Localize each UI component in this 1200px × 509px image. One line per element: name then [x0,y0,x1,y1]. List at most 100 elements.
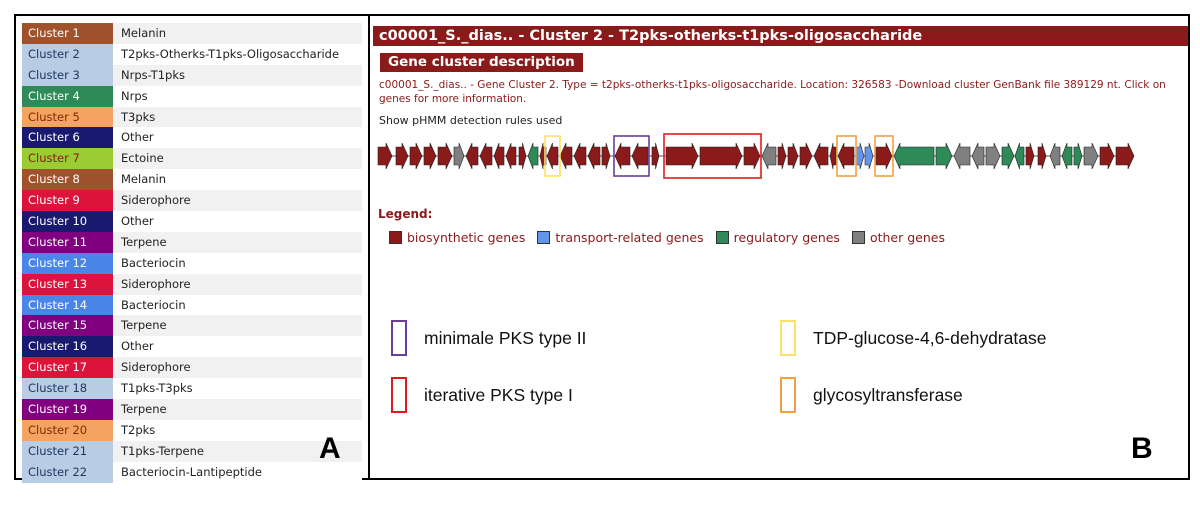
gene-arrow[interactable] [971,142,985,170]
gene-arrow[interactable] [1014,142,1025,170]
gene-arrow[interactable] [837,142,855,170]
gene-arrow[interactable] [377,142,393,170]
cluster-row[interactable]: Cluster 10 Other [22,211,362,232]
cluster-row[interactable]: Cluster 9 Siderophore [22,190,362,212]
phmm-rules-link[interactable]: Show pHMM detection rules used [379,114,563,127]
gene-arrow[interactable] [893,142,935,170]
cluster-badge[interactable]: Cluster 21 [22,440,113,462]
gene-arrow[interactable] [699,142,743,170]
gene-arrow[interactable] [1025,142,1035,170]
gene-arrow[interactable] [665,142,699,170]
gene-arrow[interactable] [559,142,573,170]
cluster-badge[interactable]: Cluster 15 [22,315,113,337]
gene-arrow[interactable] [985,142,1001,170]
gene-arrow[interactable] [1115,142,1135,170]
gene-cluster-map [377,133,1135,179]
gene-arrow[interactable] [453,142,465,170]
cluster-row[interactable]: Cluster 12 Bacteriocin [22,252,362,274]
gene-arrow[interactable] [493,142,505,170]
gene-arrow[interactable] [479,142,493,170]
cluster-badge[interactable]: Cluster 8 [22,169,113,191]
cluster-row[interactable]: Cluster 2 T2pks-Otherks-T1pks-Oligosaccha… [22,43,362,65]
cluster-row[interactable]: Cluster 22 Bacteriocin-Lantipeptide [22,461,362,483]
gene-arrow[interactable] [777,142,787,170]
gene-arrow[interactable] [1073,142,1083,170]
gene-arrow[interactable] [953,142,971,170]
cluster-badge[interactable]: Cluster 1 [22,23,113,44]
cluster-row[interactable]: Cluster 1 Melanin [22,23,362,44]
cluster-badge[interactable]: Cluster 11 [22,231,113,253]
cluster-badge[interactable]: Cluster 20 [22,419,113,441]
cluster-badge[interactable]: Cluster 19 [22,399,113,420]
gene-arrow[interactable] [829,142,837,170]
gene-arrow[interactable] [573,142,587,170]
cluster-badge[interactable]: Cluster 9 [22,190,113,212]
cluster-row[interactable]: Cluster 6 Other [22,127,362,149]
cluster-row[interactable]: Cluster 20 T2pks [22,419,362,441]
cluster-row[interactable]: Cluster 11 Terpene [22,231,362,253]
gene-arrow[interactable] [651,142,660,170]
gene-arrow[interactable] [864,142,874,170]
gene-arrow[interactable] [799,142,813,170]
cluster-row[interactable]: Cluster 14 Bacteriocin [22,294,362,316]
cluster-row[interactable]: Cluster 7 Ectoine [22,148,362,170]
highlight-box-iterative-pks [663,133,762,179]
gene-arrow[interactable] [395,142,409,170]
gene-arrow[interactable] [527,142,539,170]
gene-arrow[interactable] [1083,142,1099,170]
cluster-type: Siderophore [113,273,362,295]
gene-arrow[interactable] [743,142,761,170]
cluster-row[interactable]: Cluster 17 Siderophore [22,357,362,379]
gene-arrow[interactable] [813,142,829,170]
gene-arrow[interactable] [465,142,479,170]
cluster-badge[interactable]: Cluster 14 [22,294,113,316]
cluster-row[interactable]: Cluster 18 T1pks-T3pks [22,378,362,400]
gene-arrow[interactable] [875,142,893,170]
cluster-row[interactable]: Cluster 16 Other [22,336,362,358]
cluster-badge[interactable]: Cluster 17 [22,357,113,379]
gene-arrow[interactable] [761,142,777,170]
cluster-badge[interactable]: Cluster 3 [22,64,113,86]
cluster-row[interactable]: Cluster 3 Nrps-T1pks [22,64,362,86]
cluster-badge[interactable]: Cluster 2 [22,43,113,65]
gene-arrow[interactable] [505,142,517,170]
cluster-badge[interactable]: Cluster 13 [22,273,113,295]
gene-arrow[interactable] [409,142,423,170]
cluster-badge[interactable]: Cluster 5 [22,106,113,128]
cluster-row[interactable]: Cluster 21 T1pks-Terpene [22,440,362,462]
cluster-badge[interactable]: Cluster 7 [22,148,113,170]
cluster-badge[interactable]: Cluster 4 [22,85,113,107]
cluster-badge[interactable]: Cluster 18 [22,378,113,400]
gene-arrow[interactable] [601,142,611,170]
gene-arrow[interactable] [1099,142,1115,170]
gene-arrow[interactable] [423,142,437,170]
box-legend-tdp-glucose: TDP-glucose-4,6-dehydratase [780,320,1046,356]
cluster-row[interactable]: Cluster 4 Nrps [22,85,362,107]
cluster-row[interactable]: Cluster 8 Melanin [22,169,362,191]
gene-arrow[interactable] [1001,142,1015,170]
gene-arrow[interactable] [1037,142,1047,170]
gene-arrow[interactable] [631,142,649,170]
gene-arrow[interactable] [1061,142,1073,170]
gene-arrow[interactable] [518,142,527,170]
gene-arrow[interactable] [546,142,559,170]
gene-arrow[interactable] [614,142,631,170]
gene-arrow[interactable] [587,142,601,170]
cluster-badge[interactable]: Cluster 22 [22,461,113,483]
gene-arrow[interactable] [935,142,953,170]
highlight-box-glycosyltransferase-1 [836,135,857,177]
gene-arrow[interactable] [855,142,865,170]
cluster-type: T1pks-Terpene [113,440,362,462]
cluster-badge[interactable]: Cluster 6 [22,127,113,149]
cluster-badge[interactable]: Cluster 12 [22,252,113,274]
gene-arrow[interactable] [437,142,453,170]
gene-arrow[interactable] [1049,142,1061,170]
cluster-row[interactable]: Cluster 5 T3pks [22,106,362,128]
cluster-badge[interactable]: Cluster 16 [22,336,113,358]
cluster-badge[interactable]: Cluster 10 [22,211,113,232]
cluster-row[interactable]: Cluster 13 Siderophore [22,273,362,295]
cluster-type: Other [113,127,362,149]
cluster-row[interactable]: Cluster 19 Terpene [22,399,362,420]
gene-arrow[interactable] [787,142,799,170]
cluster-row[interactable]: Cluster 15 Terpene [22,315,362,337]
